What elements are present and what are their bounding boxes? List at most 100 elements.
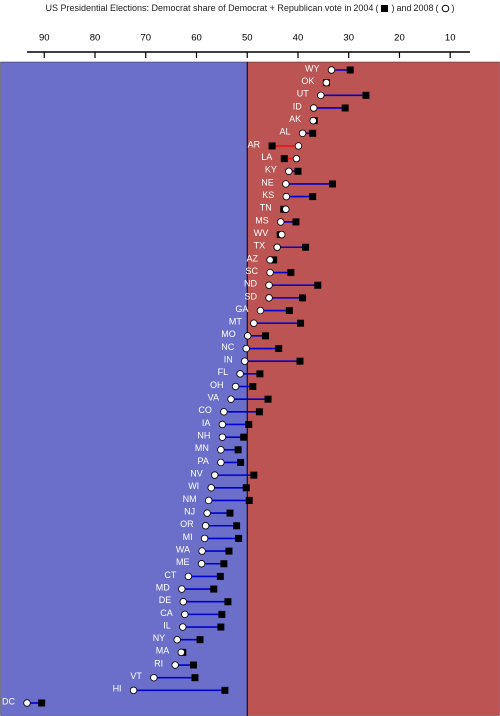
marker-2008: [227, 395, 235, 403]
marker-2008: [285, 167, 293, 175]
marker-2004: [240, 433, 248, 441]
marker-2004: [297, 319, 305, 327]
background-left: [0, 61, 248, 716]
marker-2004: [299, 294, 307, 302]
state-label: MD: [156, 582, 170, 592]
x-tick-label: 70: [140, 33, 151, 44]
marker-2004: [294, 167, 302, 175]
marker-2004: [346, 66, 354, 74]
state-label: MA: [156, 646, 170, 656]
marker-2004: [216, 572, 224, 580]
marker-2004: [328, 180, 336, 188]
state-label: MI: [183, 532, 193, 542]
marker-2008: [218, 433, 227, 441]
marker-2008: [217, 458, 225, 467]
state-label: OK: [301, 76, 314, 86]
legend-paren: (: [435, 3, 439, 13]
x-tick-label: 90: [39, 33, 50, 44]
marker-2008: [23, 699, 31, 707]
marker-2008: [292, 154, 301, 163]
state-label: MT: [229, 317, 242, 327]
marker-2008: [198, 547, 206, 555]
marker-2008: [184, 572, 193, 581]
marker-2008: [231, 382, 240, 391]
state-label: LA: [261, 152, 272, 162]
marker-2008: [265, 281, 273, 289]
state-label: MO: [221, 329, 236, 339]
marker-2008: [273, 243, 281, 251]
marker-2008: [244, 332, 252, 340]
state-label: PA: [198, 456, 209, 466]
state-label: ND: [244, 279, 257, 289]
marker-2008: [129, 686, 138, 695]
state-label: MN: [195, 443, 209, 453]
marker-2004: [245, 496, 253, 504]
state-label: KS: [262, 190, 274, 200]
marker-2008: [181, 610, 189, 619]
marker-2008: [207, 484, 215, 492]
state-label: WY: [305, 63, 320, 73]
state-label: IA: [202, 418, 211, 428]
state-label: OR: [180, 519, 194, 529]
state-label: ID: [293, 101, 303, 111]
marker-2008: [178, 585, 186, 593]
marker-2004: [280, 155, 288, 163]
marker-2004: [362, 91, 370, 99]
marker-2008: [236, 370, 244, 378]
state-label: NM: [183, 494, 197, 504]
x-tick-label: 30: [343, 33, 354, 44]
marker-2008: [218, 420, 227, 429]
x-tick-label: 60: [191, 33, 202, 44]
marker-2004: [302, 243, 310, 251]
state-label: NE: [261, 177, 274, 187]
marker-2004: [242, 484, 250, 492]
state-label: CO: [198, 405, 212, 415]
state-label: DE: [159, 595, 172, 605]
state-label: AZ: [247, 253, 259, 263]
title-text: US Presidential Elections: Democrat shar…: [45, 3, 352, 13]
marker-2004: [233, 522, 241, 530]
marker-2008: [266, 256, 274, 264]
legend-paren: ): [451, 3, 455, 13]
marker-2004: [261, 332, 269, 340]
state-label: GA: [235, 304, 248, 314]
marker-2008: [298, 129, 307, 137]
marker-2004: [217, 623, 225, 631]
state-label: HI: [113, 684, 122, 694]
marker-2008: [294, 142, 303, 150]
marker-2004: [38, 699, 46, 707]
marker-2004: [224, 598, 232, 606]
marker-2008: [266, 268, 274, 277]
state-label: TN: [260, 203, 272, 213]
marker-2004: [285, 307, 293, 315]
marker-2004: [264, 395, 272, 403]
x-tick-label: 40: [293, 33, 304, 44]
state-label: AR: [248, 139, 261, 149]
state-label: IL: [163, 620, 171, 630]
marker-2004: [225, 547, 233, 555]
x-tick-label: 50: [242, 33, 253, 44]
marker-2008: [282, 205, 290, 213]
marker-2008: [211, 471, 219, 479]
state-label: ME: [176, 557, 190, 567]
marker-2004: [234, 446, 242, 454]
marker-2004: [191, 674, 199, 682]
legend-circle: [441, 4, 449, 12]
state-label: NY: [153, 633, 166, 643]
marker-2004: [237, 458, 245, 466]
state-label: WI: [188, 481, 199, 491]
state-label: WA: [176, 544, 190, 554]
marker-2008: [282, 192, 291, 201]
marker-2008: [203, 509, 211, 517]
state-label: UT: [297, 89, 309, 99]
marker-2004: [255, 408, 263, 416]
chart-title: US Presidential Elections: Democrat shar…: [0, 3, 500, 13]
marker-2008: [265, 294, 273, 302]
marker-2004: [268, 142, 276, 150]
legend-label: 2004: [353, 3, 374, 13]
marker-2004: [341, 104, 349, 112]
marker-2004: [296, 357, 304, 365]
marker-2008: [327, 66, 336, 74]
